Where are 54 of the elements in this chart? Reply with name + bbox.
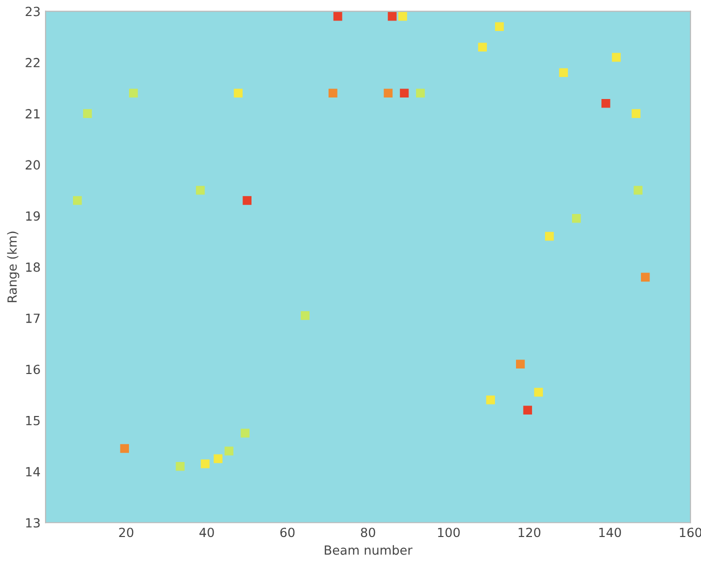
- point: [333, 12, 342, 21]
- x-tick-label: 60: [280, 528, 295, 538]
- point: [612, 52, 621, 62]
- point: [572, 214, 581, 223]
- y-tick-label: 15: [26, 416, 40, 426]
- y-tick-label: 17: [26, 314, 40, 323]
- point: [300, 311, 310, 320]
- point: [398, 12, 408, 21]
- point: [516, 360, 525, 369]
- point: [328, 88, 338, 98]
- point: [384, 88, 393, 98]
- x-tick-label: 40: [199, 528, 214, 538]
- y-axis-title: Range (km): [7, 232, 20, 302]
- x-tick-label: 80: [360, 528, 376, 538]
- x-tick-label: 140: [599, 528, 621, 538]
- y-tick-label: 23: [26, 6, 40, 16]
- point: [214, 454, 222, 464]
- point: [478, 42, 487, 52]
- point: [601, 98, 610, 108]
- y-tick-label: 13: [26, 518, 40, 528]
- x-axis-title: Beam number: [324, 545, 412, 555]
- point: [129, 88, 138, 98]
- point: [240, 428, 250, 438]
- point: [495, 22, 504, 32]
- point: [242, 196, 252, 205]
- y-tick-label: 20: [26, 160, 40, 170]
- point: [120, 444, 129, 453]
- y-tick-label: 14: [26, 467, 40, 476]
- x-tick-label: 20: [119, 528, 134, 538]
- point: [640, 272, 650, 282]
- point: [196, 186, 205, 195]
- point: [200, 459, 210, 468]
- point: [400, 88, 409, 98]
- point: [416, 88, 425, 98]
- y-tick-label: 16: [26, 364, 40, 374]
- point: [534, 388, 543, 397]
- point: [73, 196, 82, 205]
- point: [545, 232, 554, 241]
- y-tick-label: 22: [26, 58, 40, 68]
- y-tick-label: 19: [26, 211, 40, 221]
- point: [559, 68, 568, 78]
- y-tick-label: 21: [26, 109, 40, 118]
- point: [634, 186, 642, 195]
- point: [632, 109, 640, 118]
- y-tick-label: 18: [26, 262, 40, 272]
- point: [388, 12, 397, 21]
- point: [83, 109, 92, 118]
- point: [176, 462, 185, 471]
- x-tick-label: 100: [438, 528, 460, 538]
- x-tick-label: 120: [518, 528, 540, 538]
- point: [486, 396, 495, 404]
- point: [234, 88, 243, 98]
- point: [224, 446, 234, 456]
- point: [523, 406, 532, 415]
